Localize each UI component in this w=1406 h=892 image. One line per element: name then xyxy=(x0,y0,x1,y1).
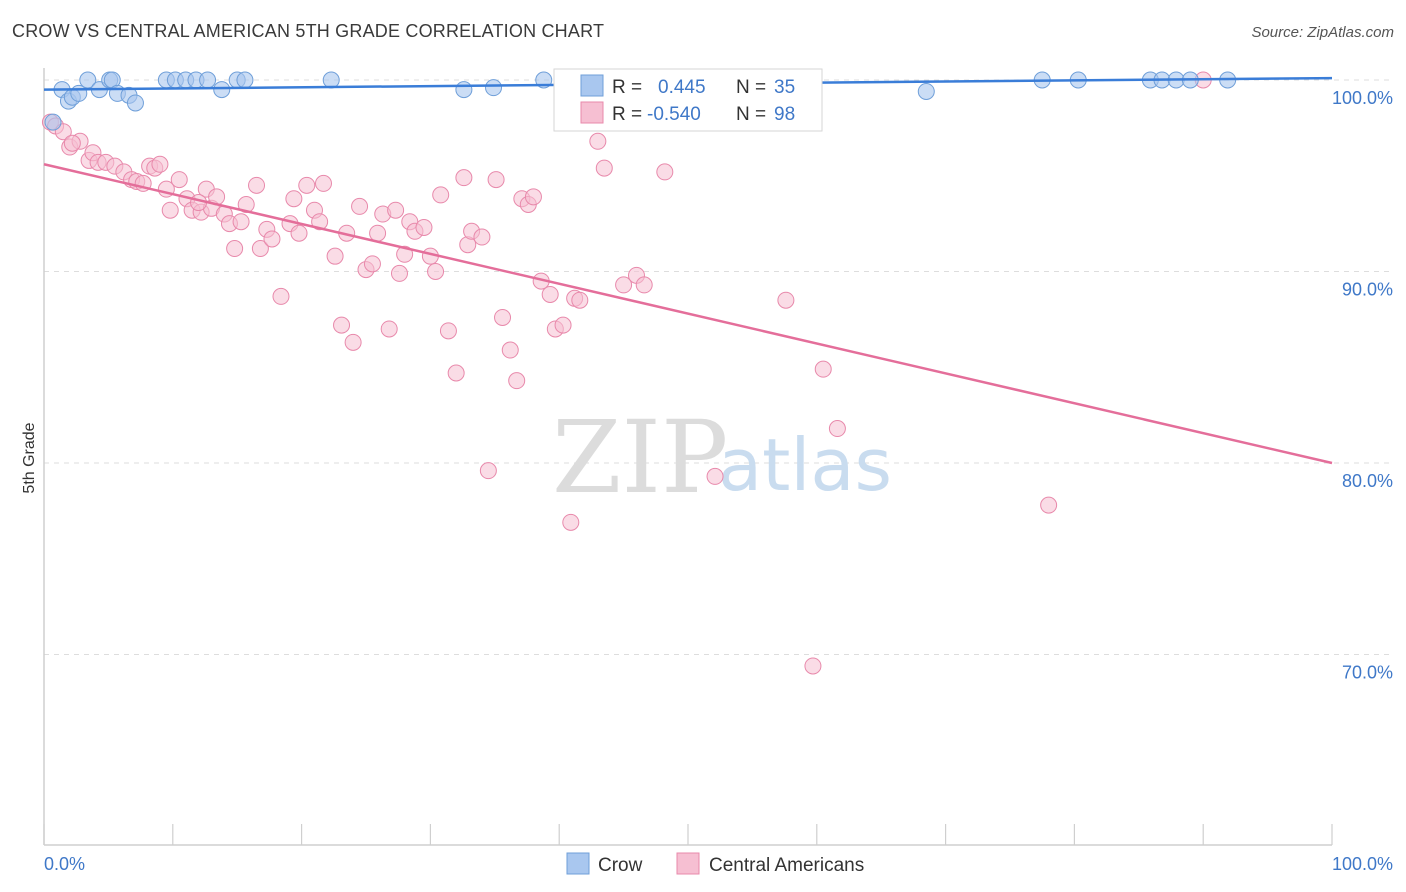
ca-point xyxy=(554,316,572,334)
ca-point xyxy=(290,224,308,242)
ca-point xyxy=(380,320,398,338)
legend-crow-swatch xyxy=(580,74,604,97)
chart-source: Source: ZipAtlas.com xyxy=(1251,24,1394,41)
crow-point xyxy=(455,81,473,99)
ca-point xyxy=(589,132,607,150)
legend-crow-n-label: N = xyxy=(736,77,766,98)
crow-point xyxy=(236,71,254,89)
bottom-legend-crow-swatch xyxy=(566,852,590,875)
ca-point xyxy=(1040,496,1058,514)
x-tick-label-max: 100.0% xyxy=(1332,854,1393,874)
watermark-zip: ZIP xyxy=(552,399,728,516)
ca-point xyxy=(541,285,559,303)
bottom-legend-ca-label: Central Americans xyxy=(709,855,864,876)
ca-point xyxy=(390,264,408,282)
ca-point xyxy=(161,201,179,219)
central-americans-points xyxy=(41,71,1212,675)
ca-point xyxy=(562,513,580,531)
ca-point xyxy=(272,287,290,305)
ca-point xyxy=(804,657,822,675)
ca-point xyxy=(311,213,329,231)
bottom-legend-crow-label: Crow xyxy=(598,855,643,876)
ca-point xyxy=(232,213,250,231)
ca-point xyxy=(263,230,281,248)
y-tick-label: 70.0% xyxy=(1342,663,1393,683)
y-tick-labels: 100.0% 90.0% 80.0% 70.0% xyxy=(1332,88,1393,683)
ca-point xyxy=(314,174,332,192)
ca-point xyxy=(814,360,832,378)
ca-point xyxy=(170,171,188,189)
ca-point xyxy=(369,224,387,242)
ca-point xyxy=(595,159,613,177)
ca-point xyxy=(473,228,491,246)
legend-ca-r-label: R = xyxy=(612,104,642,125)
legend-ca-n-value: 98 xyxy=(774,104,795,125)
ca-point xyxy=(571,291,589,309)
ca-point xyxy=(508,372,526,390)
ca-point xyxy=(615,276,633,294)
crow-point xyxy=(199,71,217,89)
ca-point xyxy=(387,201,405,219)
ca-point xyxy=(777,291,795,309)
ca-point xyxy=(226,240,244,258)
ca-point xyxy=(333,316,351,334)
legend: R = 0.445 N = 35 R = -0.540 N = 98 xyxy=(553,68,823,132)
ca-point xyxy=(455,169,473,187)
ca-point xyxy=(363,255,381,273)
ca-point xyxy=(706,467,724,485)
ca-point xyxy=(494,308,512,326)
ca-point xyxy=(479,462,497,480)
ca-point xyxy=(432,186,450,204)
ca-point xyxy=(828,420,846,438)
ca-point xyxy=(351,197,369,215)
ca-point xyxy=(251,240,269,258)
ca-point xyxy=(285,190,303,208)
legend-ca-n-label: N = xyxy=(736,104,766,125)
ca-point xyxy=(248,176,266,194)
ca-point xyxy=(524,188,542,206)
ca-point xyxy=(415,218,433,236)
legend-crow-r-label: R = xyxy=(612,77,642,98)
bottom-legend-ca-swatch xyxy=(676,852,700,875)
crow-point xyxy=(322,71,340,89)
ca-point xyxy=(326,247,344,265)
ca-point xyxy=(487,171,505,189)
ca-trend-line xyxy=(43,163,1333,465)
ca-point xyxy=(237,195,255,213)
ca-point xyxy=(501,341,519,359)
crow-point xyxy=(70,84,88,102)
ca-point xyxy=(427,263,445,280)
ca-point xyxy=(656,163,674,181)
bottom-legend: Crow Central Americans xyxy=(566,852,864,876)
ca-point xyxy=(298,176,316,194)
ca-point xyxy=(63,134,81,152)
y-tick-label: 90.0% xyxy=(1342,280,1393,300)
crow-point xyxy=(213,81,231,99)
legend-ca-r-value: -0.540 xyxy=(647,104,701,125)
watermark-atlas: atlas xyxy=(718,423,892,507)
axes xyxy=(43,68,1333,846)
y-axis-title: 5th Grade xyxy=(21,422,38,493)
ca-point xyxy=(447,364,465,382)
gridlines xyxy=(44,79,1394,655)
crow-point xyxy=(485,79,503,97)
legend-ca-swatch xyxy=(580,101,604,124)
ca-point xyxy=(151,155,169,173)
chart-title: CROW VS CENTRAL AMERICAN 5TH GRADE CORRE… xyxy=(12,21,605,41)
y-tick-label: 80.0% xyxy=(1342,471,1393,491)
crow-point xyxy=(917,82,935,100)
x-tick-label-min: 0.0% xyxy=(44,854,85,874)
ca-point xyxy=(635,276,653,294)
ca-point xyxy=(344,333,362,351)
crow-point xyxy=(44,113,62,131)
y-tick-label: 100.0% xyxy=(1332,88,1393,108)
legend-crow-n-value: 35 xyxy=(774,77,795,98)
x-tick-labels: 0.0% 100.0% xyxy=(44,854,1393,874)
watermark: ZIP atlas xyxy=(552,399,892,516)
ca-point xyxy=(396,245,414,263)
ca-point xyxy=(439,322,457,340)
crow-point xyxy=(126,94,144,112)
legend-crow-r-value: 0.445 xyxy=(658,77,706,98)
